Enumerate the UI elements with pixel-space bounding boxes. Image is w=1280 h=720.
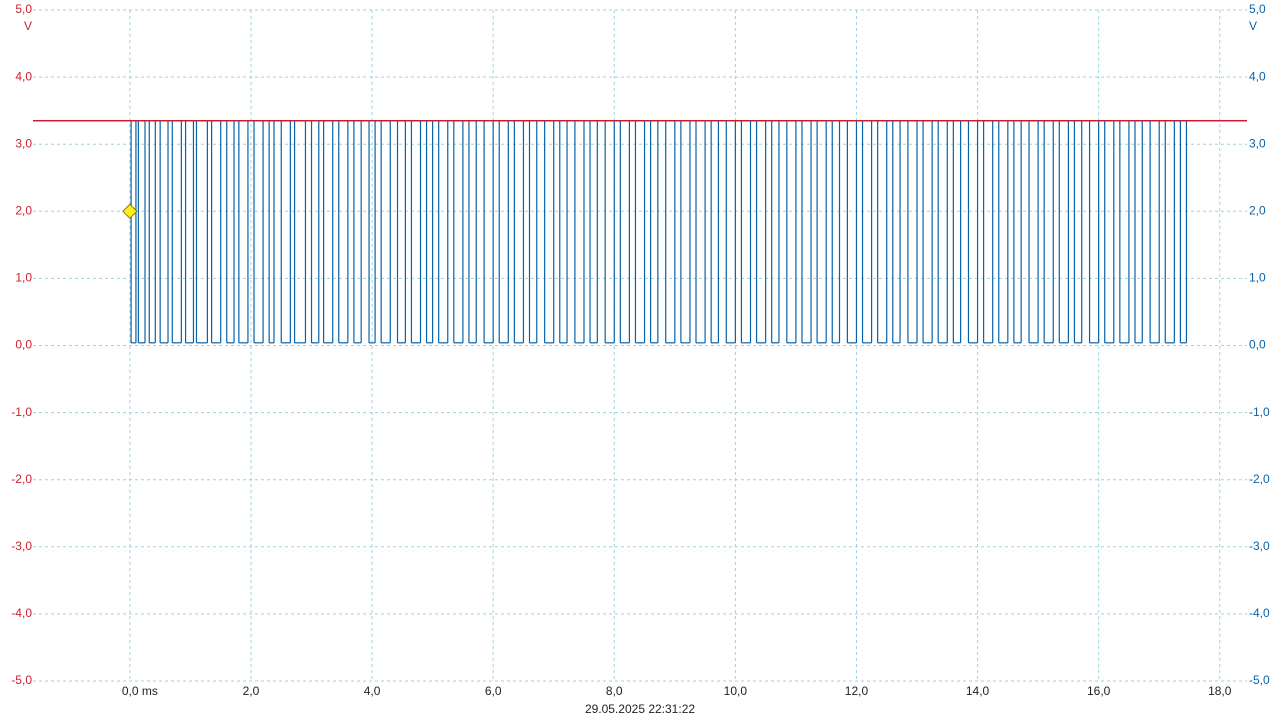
x-tick-label: 18,0 xyxy=(1208,684,1232,698)
y-tick-label: 0,0 xyxy=(15,338,32,352)
x-tick-label: 2,0 xyxy=(243,684,260,698)
x-tick-label: 12,0 xyxy=(845,684,869,698)
timestamp: 29.05.2025 22:31:22 xyxy=(585,702,695,716)
y-tick-label: -3,0 xyxy=(11,539,32,553)
y-tick-label: -5,0 xyxy=(11,673,32,687)
y2-tick-label: 2,0 xyxy=(1249,203,1266,217)
y2-tick-label: -5,0 xyxy=(1249,673,1270,687)
trigger-marker xyxy=(122,203,138,220)
x-tick-label: 4,0 xyxy=(364,684,381,698)
y-tick-label: 1,0 xyxy=(15,271,32,285)
x-tick-label: 16,0 xyxy=(1087,684,1111,698)
x-tick-label: 6,0 xyxy=(485,684,502,698)
x-tick-label: 0,0 ms xyxy=(122,684,158,698)
x-tick-label: 8,0 xyxy=(606,684,623,698)
y-tick-label: -2,0 xyxy=(11,472,32,486)
y2-tick-label: 1,0 xyxy=(1249,271,1266,285)
y2-tick-label: -4,0 xyxy=(1249,606,1270,620)
y2-tick-label: 3,0 xyxy=(1249,136,1266,150)
y2-tick-label: -3,0 xyxy=(1249,539,1270,553)
y2-tick-label: -1,0 xyxy=(1249,405,1270,419)
y2-unit: V xyxy=(1249,19,1257,33)
y-tick-label: -4,0 xyxy=(11,606,32,620)
y-tick-label: 4,0 xyxy=(15,69,32,83)
y-tick-label: 5,0 xyxy=(15,2,32,16)
y2-tick-label: 4,0 xyxy=(1249,69,1266,83)
y-tick-label: 3,0 xyxy=(15,136,32,150)
y2-tick-label: 5,0 xyxy=(1249,2,1266,16)
y2-tick-label: 0,0 xyxy=(1249,338,1266,352)
y-unit: V xyxy=(24,19,32,33)
y-tick-label: 2,0 xyxy=(15,203,32,217)
y2-tick-label: -2,0 xyxy=(1249,472,1270,486)
x-tick-label: 10,0 xyxy=(724,684,748,698)
y-tick-label: -1,0 xyxy=(11,405,32,419)
x-tick-label: 14,0 xyxy=(966,684,990,698)
